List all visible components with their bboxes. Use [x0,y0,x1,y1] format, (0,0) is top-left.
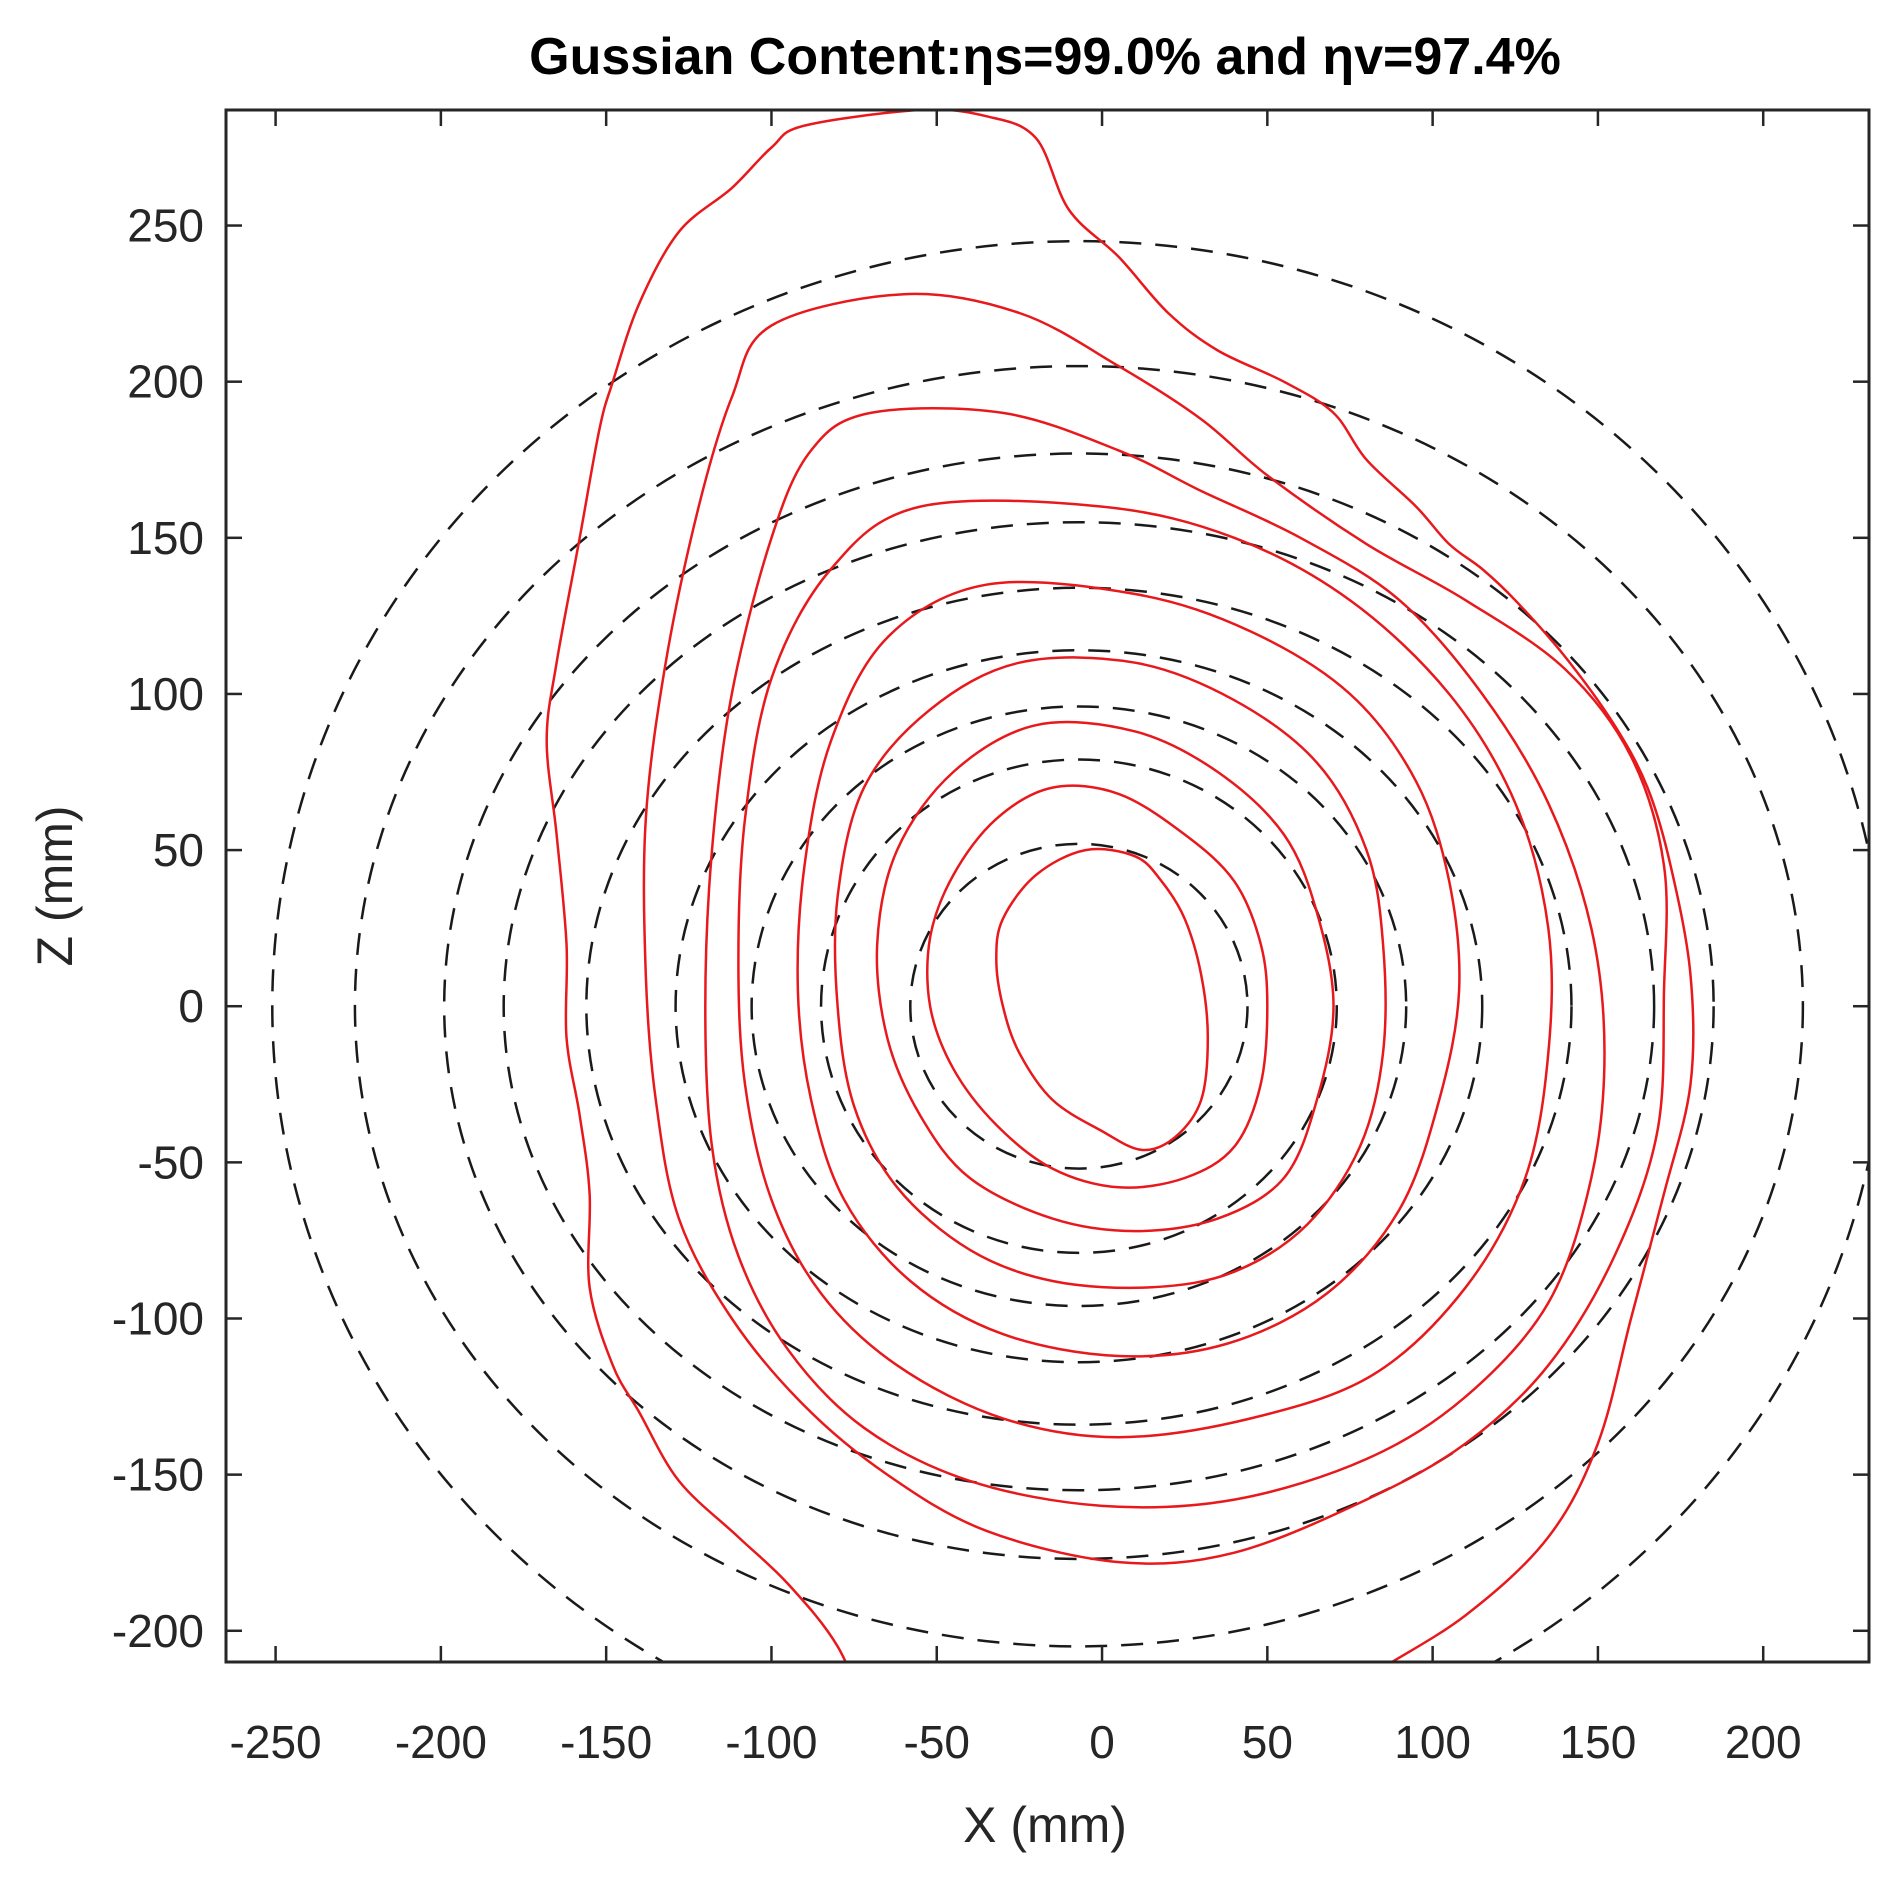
x-tick-label: 0 [1089,1716,1115,1768]
measured-contour-5 [796,580,1461,1358]
y-tick-label: 150 [127,512,204,564]
y-tick-label: -100 [112,1292,204,1344]
measured-contour-2 [926,784,1269,1189]
measured-contours [545,110,1695,1662]
gaussian-fit-ellipse-3 [750,705,1408,1308]
measured-contour-4 [833,656,1387,1290]
measured-contour-3 [875,720,1335,1233]
gaussian-fit-ellipse-9 [271,240,1869,1662]
y-tick-label: 200 [127,356,204,408]
x-tick-label: 150 [1560,1716,1637,1768]
x-tick-label: 50 [1242,1716,1293,1768]
y-tick-label: 0 [178,980,204,1032]
y-tick-label: -150 [112,1449,204,1501]
gaussian-fit-ellipse-1 [909,842,1249,1170]
y-tick-label: -50 [138,1136,204,1188]
x-tick-label: -50 [904,1716,970,1768]
gaussian-fit-contours [271,240,1869,1662]
x-axis-ticks: -250 -200 -150 -100 -50 0 50 100 150 200 [230,110,1802,1768]
chart-title: Gussian Content:ηs=99.0% and ηv=97.4% [529,28,1561,86]
gaussian-fit-ellipse-5 [585,586,1573,1426]
measured-contour-9 [545,110,1695,1662]
plot-frame [224,108,1871,1664]
y-tick-label: 250 [127,200,204,252]
gaussian-fit-ellipse-2 [819,758,1339,1255]
x-tick-label: -200 [395,1716,487,1768]
measured-contour-8 [642,292,1668,1565]
x-tick-label: 200 [1725,1716,1802,1768]
gaussian-fit-ellipse-8 [353,364,1805,1648]
gaussian-fit-ellipse-6 [502,520,1656,1492]
measured-contour-6 [737,499,1554,1439]
gaussian-fit-ellipse-4 [674,648,1484,1364]
y-tick-label: 50 [153,824,204,876]
y-axis-label: Z (mm) [27,805,83,966]
x-tick-label: 100 [1394,1716,1471,1768]
x-axis-label: X (mm) [963,1797,1127,1853]
y-tick-label: 100 [127,668,204,720]
gaussian-fit-ellipse-7 [442,452,1715,1561]
measured-contour-7 [704,407,1606,1509]
y-tick-label: -200 [112,1605,204,1657]
x-tick-label: -150 [560,1716,652,1768]
measured-contour-1 [995,847,1210,1152]
x-tick-label: -100 [725,1716,817,1768]
y-axis-ticks: -200 -150 -100 -50 0 50 100 150 200 250 [112,200,1869,1657]
x-tick-label: -250 [230,1716,322,1768]
